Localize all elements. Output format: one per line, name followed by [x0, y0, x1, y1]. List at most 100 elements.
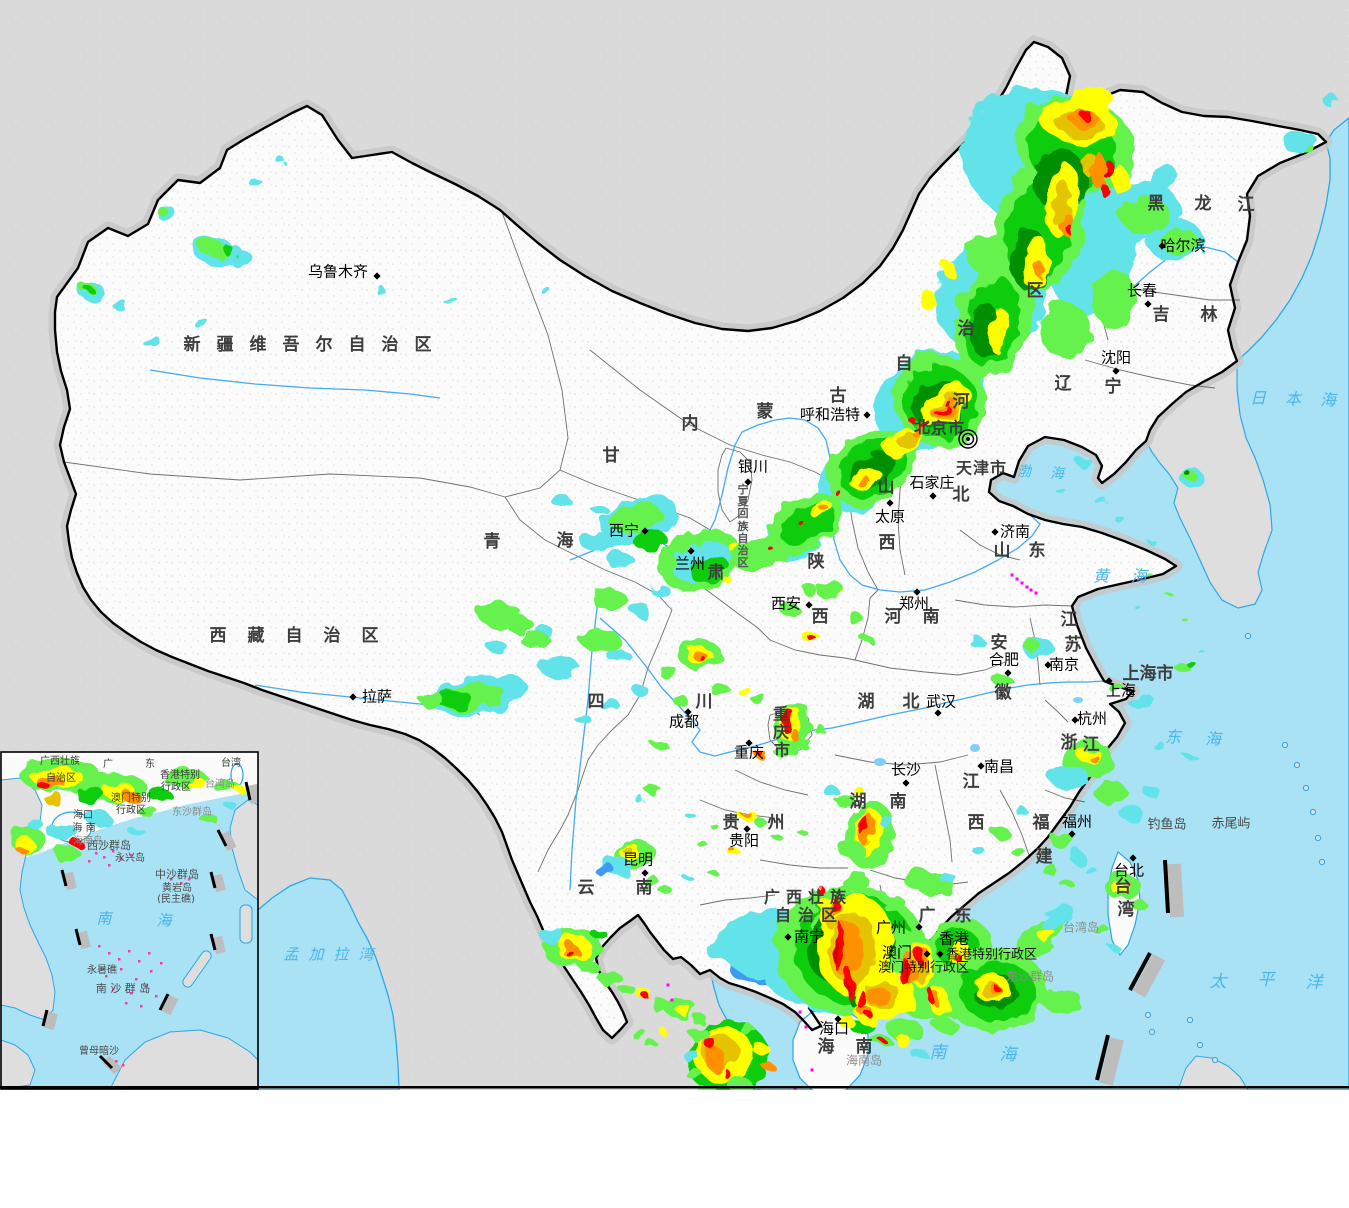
city-dot — [1112, 367, 1120, 375]
city-dot — [641, 869, 649, 877]
map-label: 北 — [903, 692, 920, 712]
inset-label: 澳门特别 — [111, 791, 151, 804]
map-labels: 新疆维吾尔自治区西藏自治区青 海甘肃内蒙古自治区宁夏回族自治区 陕西山西河北山 东河南… — [184, 193, 1338, 1068]
map-label: 京 — [931, 419, 947, 438]
map-label: 治 — [382, 334, 399, 355]
city-label: 香港 — [939, 930, 969, 948]
map-label: 贵 — [723, 812, 740, 833]
map-label: 自 — [775, 906, 791, 925]
city-label: 兰州 — [675, 555, 705, 573]
map-label: 海 — [1320, 391, 1338, 410]
sar-label: 澳门特别行政区 — [878, 960, 969, 976]
map-label: 南 — [923, 606, 940, 627]
city-label: 南京 — [1049, 656, 1079, 674]
city-dot — [373, 272, 381, 280]
city-dot — [886, 499, 894, 507]
map-label: 广 — [764, 888, 780, 907]
map-label: 东 — [1165, 728, 1183, 747]
map-label: 市 — [948, 419, 964, 438]
map-label: 南 — [890, 791, 907, 812]
city-label: 西宁 — [609, 522, 639, 540]
map-label: 安 — [991, 632, 1008, 653]
city-dot — [1158, 242, 1166, 250]
map-label: 湖 — [850, 792, 867, 812]
map-label: 区 — [415, 335, 432, 355]
city-dot — [1071, 716, 1079, 724]
map-label: 吾 — [283, 335, 300, 355]
sar-label: 香港特别行政区 — [946, 948, 1037, 963]
map-label: 江 — [963, 772, 980, 792]
map-label: 南 — [856, 1036, 873, 1057]
map-label: 黑 — [1148, 194, 1165, 214]
city-label: 南昌 — [984, 758, 1014, 776]
map-label: 自 — [738, 531, 749, 545]
map-label: 河 — [953, 392, 970, 412]
inset-label: 海口 — [73, 808, 93, 821]
map-label: 自 — [896, 353, 913, 374]
map-label: 海 — [1131, 567, 1149, 586]
inset-label: 自治区 — [46, 771, 76, 784]
map-label: 江 — [1238, 195, 1255, 215]
city-label: 银川 — [738, 458, 768, 476]
map-label: 州 — [767, 813, 785, 833]
map-label: 甘 — [603, 445, 620, 466]
map-label: 区 — [1027, 281, 1044, 301]
city-label: 南宁 — [794, 928, 824, 946]
map-label: 四 — [588, 692, 605, 712]
map-label: 西 — [210, 626, 227, 646]
radar-map: 新疆维吾尔自治区西藏自治区青 海甘肃内蒙古自治区宁夏回族自治区 陕西山西河北山 东河南… — [0, 0, 1349, 1090]
city-label: 沈阳 — [1101, 349, 1131, 367]
map-label: 西 — [968, 813, 985, 833]
map-label: 宁 — [1105, 376, 1122, 397]
map-label: 西 — [879, 533, 896, 553]
city-dot — [834, 1015, 842, 1023]
map-label: 江 — [1061, 610, 1078, 630]
city-label: 武汉 — [926, 693, 956, 711]
city-label: 贵阳 — [729, 832, 759, 850]
map-label: 陕 — [808, 551, 825, 572]
city-label: 昆明 — [623, 851, 653, 869]
city-label: 成都 — [669, 713, 699, 731]
map-label: 建 — [1036, 846, 1053, 867]
map-label: 津 — [973, 459, 989, 478]
national-border — [53, 40, 1328, 1040]
map-label: 苏 — [1065, 634, 1082, 655]
inset-label: 台湾岛 — [205, 777, 235, 790]
map-label: 江 — [1083, 735, 1100, 755]
map-label: 宁 — [738, 482, 749, 496]
map-label: 云 — [578, 878, 595, 898]
inset-label: 海南岛 — [73, 834, 103, 847]
city-dot — [1068, 830, 1076, 838]
city-dot — [923, 950, 931, 958]
city-label: 合肥 — [989, 651, 1019, 669]
map-bottom-border — [0, 1086, 1349, 1089]
city-label: 长春 — [1127, 282, 1157, 300]
map-label: 广 — [919, 905, 936, 926]
inset-label: 广 — [103, 758, 113, 770]
city-label: 海口 — [819, 1020, 849, 1038]
sea-layer — [257, 117, 1349, 1090]
map-label: 西 — [786, 888, 802, 907]
map-label: 湾 — [1118, 899, 1135, 920]
map-label: 维 — [250, 334, 267, 355]
map-label: 平 — [1258, 970, 1277, 990]
map-label: 吉 — [1153, 305, 1170, 325]
inset-label: 东沙群岛 — [172, 805, 212, 818]
map-label: 区 — [362, 626, 379, 646]
map-label: 湖 — [858, 692, 875, 712]
map-label: 市 — [774, 741, 790, 760]
map-label: 古 — [830, 385, 847, 406]
map-label: 尔 — [316, 334, 333, 355]
map-label: 北 — [914, 418, 930, 437]
city-dot — [929, 492, 937, 500]
map-label: 海 — [557, 530, 574, 551]
city-label: 拉萨 — [362, 688, 392, 706]
city-dot — [977, 762, 985, 770]
map-label: 新 — [184, 334, 201, 355]
city-label: 乌鲁木齐 — [308, 263, 368, 281]
map-label: 天 — [956, 459, 973, 478]
city-dot — [687, 547, 695, 555]
map-label: 北 — [953, 485, 970, 505]
city-dot — [934, 709, 942, 717]
map-label: 回 — [738, 506, 749, 520]
